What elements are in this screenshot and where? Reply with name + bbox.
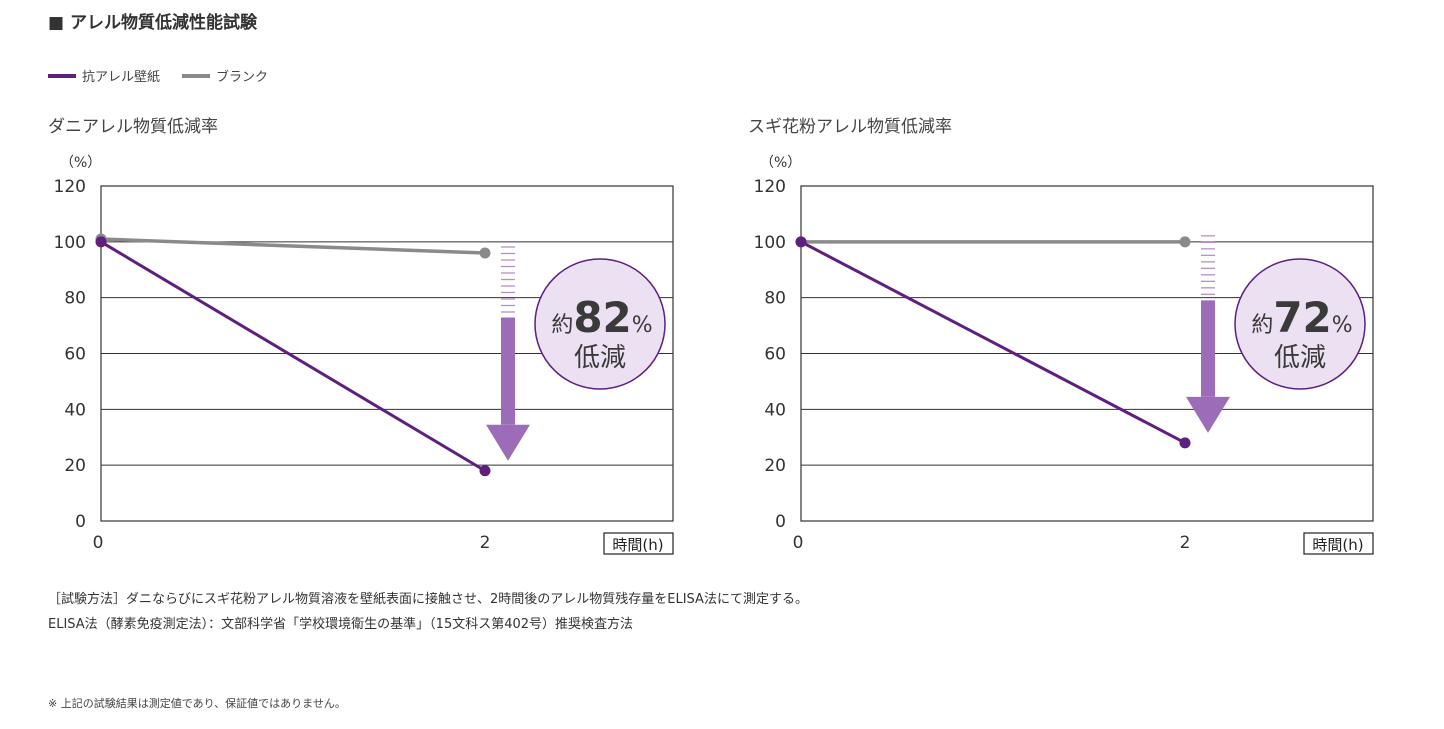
reduction-arrow-shaft (501, 317, 515, 425)
x-tick-label: 2 (1180, 533, 1191, 553)
data-point (479, 465, 491, 477)
disclaimer-footnote: ※ 上記の試験結果は測定値であり、保証値ではありません。 (48, 697, 346, 710)
legend: 抗アレル壁紙 ブランク (48, 66, 290, 85)
reduction-arrow-head (486, 424, 530, 461)
y-tick-label: 0 (75, 512, 86, 532)
series-line (100, 240, 486, 473)
reduction-badge-label: 低減 (574, 343, 626, 373)
x-tick-label: 2 (480, 533, 491, 553)
x-axis-label: 時間(h) (1312, 536, 1363, 554)
y-tick-label: 80 (64, 289, 86, 309)
data-point (479, 247, 491, 259)
y-axis-unit-label: （%） (760, 155, 801, 171)
y-tick-label: 0 (775, 512, 786, 532)
chart-mite-allergen: ダニアレル物質低減率 （%） 0 20 40 60 80 100 120 0 2 時間(h) 約82% 低… (48, 112, 728, 562)
x-tick-label: 0 (793, 533, 804, 553)
series-treated (795, 236, 1191, 449)
y-tick-label: 20 (64, 456, 86, 476)
reduction-arrow (486, 246, 530, 461)
legend-item-blank: ブランク (182, 66, 268, 85)
y-tick-label: 20 (764, 456, 786, 476)
x-axis-label-box (603, 532, 674, 555)
chart-cedar-pollen-allergen: スギ花粉アレル物質低減率 （%） 0 20 40 60 80 100 120 0 2 時間(h) 約72… (748, 112, 1428, 562)
y-tick-label: 60 (764, 345, 786, 365)
page-title: ■ アレル物質低減性能試験 (48, 13, 257, 33)
reduction-badge-value: 約82% (551, 293, 652, 342)
y-tick-label: 120 (754, 177, 786, 197)
data-point (1179, 437, 1191, 449)
test-method-note: ［試験方法］ダニならびにスギ花粉アレル物質溶液を壁紙表面に接触させ、2時間後のア… (48, 592, 808, 607)
legend-label-blank: ブランク (216, 70, 269, 85)
legend-swatch-blank (182, 73, 211, 78)
chart-svg: ダニアレル物質低減率 （%） 0 20 40 60 80 100 120 0 2 時間(h) 約82%低… (48, 117, 674, 555)
data-point (95, 236, 107, 248)
chart-svg: スギ花粉アレル物質低減率 （%） 0 20 40 60 80 100 120 0 2 時間(h) 約72… (748, 117, 1374, 555)
y-tick-label: 40 (764, 400, 786, 420)
elisa-note: ELISA法（酵素免疫測定法）：文部科学省「学校環境衛生の基準」（15文科ス第4… (48, 617, 634, 632)
series-line (100, 237, 486, 255)
y-tick-label: 60 (64, 345, 86, 365)
reduction-badge-label: 低減 (1274, 343, 1326, 373)
legend-label-treated: 抗アレル壁紙 (82, 70, 161, 85)
chart-title: ダニアレル物質低減率 (48, 117, 218, 137)
y-tick-label: 100 (754, 233, 786, 253)
y-tick-label: 100 (54, 233, 86, 253)
series-blank (95, 233, 491, 259)
reduction-arrow-head (1186, 396, 1230, 433)
reduction-badge-value: 約72% (1251, 293, 1352, 342)
reduction-arrow (1186, 235, 1230, 433)
chart-title: スギ花粉アレル物質低減率 (748, 117, 952, 137)
x-axis-label: 時間(h) (612, 536, 663, 554)
reduction-arrow-shaft (1201, 300, 1215, 397)
x-tick-label: 0 (93, 533, 104, 553)
x-axis-label-box (1303, 532, 1374, 555)
reduction-badge-circle (1234, 258, 1366, 390)
series-blank (795, 236, 1191, 248)
plot-frame (800, 185, 1374, 522)
series-treated (95, 236, 491, 477)
data-point (795, 236, 807, 248)
y-tick-label: 120 (54, 177, 86, 197)
legend-item-treated: 抗アレル壁紙 (48, 66, 160, 85)
y-tick-label: 80 (764, 289, 786, 309)
y-tick-label: 40 (64, 400, 86, 420)
series-line (800, 240, 1186, 445)
plot-frame (100, 185, 674, 522)
data-point (1179, 236, 1191, 248)
y-axis-unit-label: （%） (60, 155, 101, 171)
reduction-badge-circle (534, 258, 666, 390)
legend-swatch-treated (48, 73, 76, 78)
